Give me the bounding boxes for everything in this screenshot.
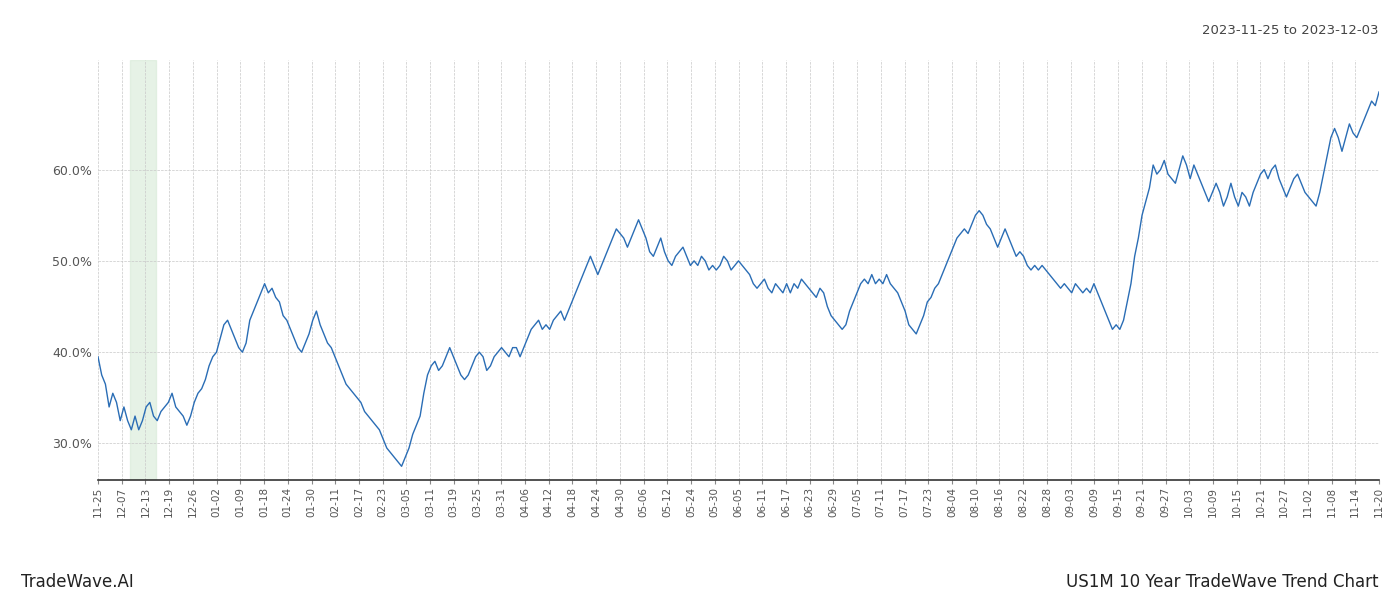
Text: 2023-11-25 to 2023-12-03: 2023-11-25 to 2023-12-03 — [1203, 24, 1379, 37]
Bar — [130, 60, 155, 480]
Text: US1M 10 Year TradeWave Trend Chart: US1M 10 Year TradeWave Trend Chart — [1067, 573, 1379, 591]
Text: TradeWave.AI: TradeWave.AI — [21, 573, 134, 591]
